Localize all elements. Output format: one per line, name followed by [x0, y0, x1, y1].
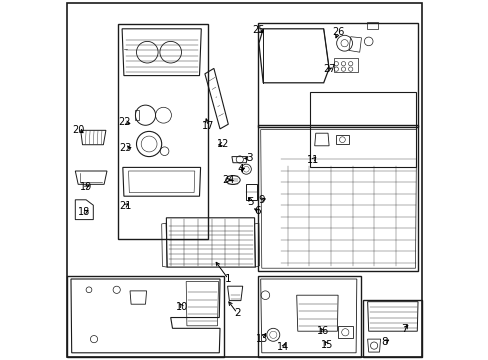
- Text: 22: 22: [119, 117, 131, 127]
- Bar: [67, 276, 224, 357]
- Text: 11: 11: [306, 155, 318, 165]
- Text: 1: 1: [224, 274, 231, 284]
- Text: 16: 16: [316, 326, 328, 336]
- Text: 9: 9: [258, 195, 264, 205]
- Text: 21: 21: [119, 201, 131, 211]
- Bar: [310, 92, 415, 167]
- Text: 20: 20: [73, 125, 85, 135]
- Bar: [258, 276, 360, 357]
- Text: 27: 27: [322, 64, 335, 74]
- Text: 25: 25: [251, 24, 264, 35]
- Bar: [258, 125, 417, 271]
- Text: 19: 19: [80, 182, 92, 192]
- Text: 3: 3: [246, 153, 253, 163]
- Text: 14: 14: [277, 342, 289, 352]
- Text: 18: 18: [78, 207, 90, 217]
- Text: 7: 7: [401, 324, 407, 334]
- Text: 4: 4: [237, 164, 244, 174]
- Text: 5: 5: [247, 197, 254, 207]
- Text: 8: 8: [381, 337, 387, 347]
- Text: 23: 23: [119, 143, 131, 153]
- Bar: [118, 24, 207, 239]
- Text: 24: 24: [222, 175, 234, 185]
- Text: 12: 12: [216, 139, 228, 149]
- Text: 13: 13: [255, 334, 267, 344]
- Bar: [258, 23, 417, 127]
- Text: 2: 2: [234, 308, 240, 318]
- Text: 17: 17: [202, 121, 214, 131]
- Bar: [363, 300, 421, 357]
- Text: 15: 15: [321, 340, 333, 350]
- Text: 26: 26: [331, 27, 344, 37]
- Text: 10: 10: [175, 302, 187, 312]
- Text: 6: 6: [254, 206, 260, 216]
